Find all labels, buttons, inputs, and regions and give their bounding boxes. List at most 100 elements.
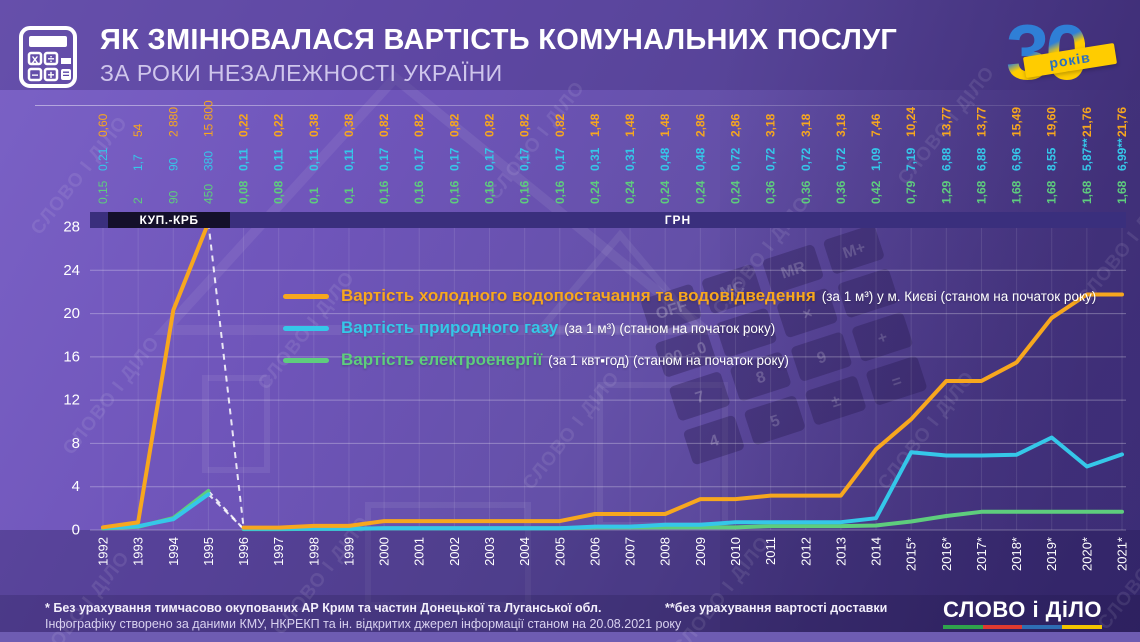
value-label: 0,79: [904, 180, 918, 204]
brand-logo: СЛОВО і ДіЛО: [942, 597, 1102, 629]
x-tick-label: 2013: [833, 537, 848, 566]
value-label: 1,68: [1115, 180, 1129, 204]
value-label: 0,48: [658, 147, 672, 171]
x-tick-label: 2017*: [974, 537, 989, 571]
series-transition-dashed: [207, 490, 245, 530]
value-label: 7,19: [904, 147, 918, 171]
footnote-delivery: **без урахування вартості доставки: [665, 601, 888, 615]
x-tick-label: 2012: [798, 537, 813, 566]
brand-underline-segment: [1062, 625, 1102, 629]
svg-text:M+: M+: [841, 239, 868, 262]
value-label: 0,42: [869, 180, 883, 204]
legend-item-water: Вартість холодного водопостачання та вод…: [283, 280, 1096, 312]
x-tick-label: 2011: [763, 537, 778, 565]
y-tick-label: 12: [63, 392, 80, 409]
value-label: 0,36: [764, 180, 778, 204]
value-label: 0,36: [799, 180, 813, 204]
value-label: 0,24: [588, 180, 602, 204]
x-tick-label: 2001: [412, 537, 427, 566]
x-tick-label: 2000: [377, 537, 392, 566]
x-tick-label: 2002: [447, 537, 462, 566]
legend-detail-gas: (за 1 м³) (станом на початок року): [564, 320, 776, 336]
legend-label-electricity: Вартість електроенергії: [341, 350, 543, 369]
svg-text:MR: MR: [779, 259, 808, 283]
value-label: 0,82: [412, 113, 426, 137]
value-label: 0,17: [377, 147, 391, 171]
brand-underline: [942, 625, 1102, 629]
value-label: 6,99**: [1115, 138, 1129, 171]
value-label: 1,48: [623, 113, 637, 137]
value-label: 0,24: [728, 180, 742, 204]
x-tick-label: 2014: [869, 537, 884, 566]
x-tick-label: 1995: [201, 537, 216, 566]
value-label: 0,21: [96, 147, 110, 171]
x-tick-label: 1996: [236, 537, 251, 566]
brand-underline-segment: [942, 625, 983, 629]
value-label: 0,82: [447, 113, 461, 137]
y-tick-label: 20: [63, 305, 80, 322]
value-label: 0,1: [307, 187, 321, 204]
footnotes: * Без урахування тимчасово окупованих АР…: [45, 600, 681, 632]
value-label: 0,11: [237, 148, 251, 171]
value-label: 5,87**: [1080, 138, 1094, 171]
value-label: 0,11: [307, 148, 321, 171]
footnote-source: Інфографіку створено за даними КМУ, НКРЕ…: [45, 617, 682, 631]
value-label: 0,24: [658, 180, 672, 204]
series-line-krb: [101, 220, 211, 530]
value-label: 90: [166, 190, 180, 204]
value-label: 0,82: [553, 113, 567, 137]
legend-swatch-electricity: [283, 357, 329, 363]
page-title: ЯК ЗМІНЮВАЛАСЯ ВАРТІСТЬ КОМУНАЛЬНИХ ПОСЛ…: [100, 24, 898, 56]
value-label: 0,82: [518, 113, 532, 137]
value-label: 13,77: [939, 107, 953, 137]
series-line: [241, 435, 1124, 531]
value-label: 0,16: [447, 180, 461, 204]
value-label: 0,82: [377, 113, 391, 137]
value-label: 0,16: [412, 180, 426, 204]
value-label: 2,86: [728, 113, 742, 137]
y-tick-label: 4: [72, 478, 80, 495]
value-label: 0,24: [693, 180, 707, 204]
x-tick-label: 2005: [552, 537, 567, 566]
x-tick-label: 2003: [482, 537, 497, 566]
value-label: 1,68: [1080, 180, 1094, 204]
value-label: 15 800: [201, 100, 215, 137]
value-label: 0,17: [483, 147, 497, 171]
value-label: 0,15: [96, 180, 110, 204]
svg-text:−: −: [31, 68, 38, 82]
value-label: 0,31: [588, 147, 602, 171]
value-label: 0,22: [272, 113, 286, 137]
x-tick-label: 1992: [96, 537, 111, 566]
value-label: 19,60: [1045, 107, 1059, 137]
value-label: 0,08: [237, 180, 251, 204]
value-label: 0,48: [693, 147, 707, 171]
value-label: 0,11: [272, 148, 286, 171]
value-label: 0,31: [623, 147, 637, 171]
value-label: 380: [201, 151, 215, 171]
legend-item-gas: Вартість природного газу (за 1 м³) (стан…: [283, 312, 1096, 344]
value-label: 0,16: [377, 180, 391, 204]
value-label: 90: [166, 157, 180, 171]
footnote-crimea: * Без урахування тимчасово окупованих АР…: [45, 601, 602, 615]
value-label: 0,72: [834, 147, 848, 171]
value-label: 0,22: [237, 113, 251, 137]
value-label: 0,17: [553, 147, 567, 171]
currency-strip: КУП.-КРБ ГРН: [90, 212, 1126, 228]
x-tick-label: 1999: [341, 537, 356, 566]
legend-label-gas: Вартість природного газу: [341, 318, 559, 337]
value-label: 8,55: [1045, 147, 1059, 171]
currency-label-grn: ГРН: [664, 213, 692, 227]
value-label: 1,48: [588, 113, 602, 137]
x-tick-label: 2004: [517, 537, 532, 566]
value-label: 0,72: [728, 147, 742, 171]
value-label: 21,76: [1080, 107, 1094, 137]
value-label: 3,18: [799, 113, 813, 137]
value-label: 0,17: [412, 147, 426, 171]
value-label: 3,18: [764, 113, 778, 137]
x-tick-label: 2008: [658, 537, 673, 566]
value-label: 1,68: [1010, 180, 1024, 204]
x-tick-label: 2016*: [939, 537, 954, 571]
legend-swatch-gas: [283, 325, 329, 331]
